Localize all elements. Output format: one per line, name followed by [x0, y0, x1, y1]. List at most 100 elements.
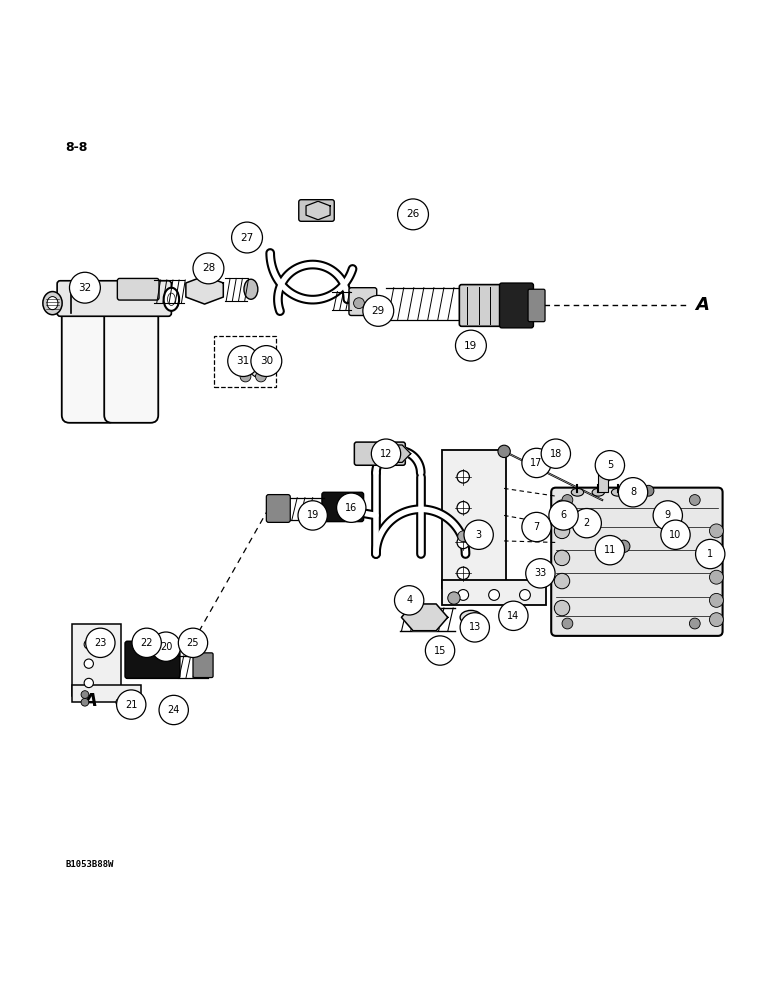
Circle shape — [618, 540, 630, 552]
Circle shape — [228, 346, 259, 376]
Ellipse shape — [244, 279, 258, 299]
Text: 12: 12 — [380, 449, 392, 459]
Circle shape — [499, 601, 528, 630]
Circle shape — [554, 523, 570, 539]
Circle shape — [193, 253, 224, 284]
Polygon shape — [186, 276, 223, 304]
Circle shape — [709, 570, 723, 584]
Ellipse shape — [168, 293, 175, 305]
Circle shape — [464, 520, 493, 549]
FancyBboxPatch shape — [598, 463, 608, 492]
Circle shape — [595, 451, 625, 480]
Text: 7: 7 — [533, 522, 540, 532]
Polygon shape — [377, 445, 411, 462]
FancyBboxPatch shape — [499, 283, 533, 328]
Text: 33: 33 — [534, 568, 547, 578]
Circle shape — [337, 493, 366, 522]
Circle shape — [394, 586, 424, 615]
Circle shape — [354, 298, 364, 309]
Text: 2: 2 — [584, 518, 590, 528]
Polygon shape — [306, 201, 330, 220]
Circle shape — [554, 600, 570, 616]
Circle shape — [526, 559, 555, 588]
Text: 29: 29 — [371, 306, 385, 316]
Text: 1: 1 — [707, 549, 713, 559]
Circle shape — [522, 512, 551, 542]
Circle shape — [84, 678, 93, 688]
Circle shape — [572, 508, 601, 538]
Circle shape — [457, 536, 469, 549]
Circle shape — [535, 522, 546, 533]
Text: 6: 6 — [560, 510, 567, 520]
Polygon shape — [401, 604, 448, 631]
Circle shape — [653, 501, 682, 530]
Circle shape — [116, 698, 124, 706]
Circle shape — [489, 590, 499, 600]
Circle shape — [178, 628, 208, 657]
Text: 19: 19 — [464, 341, 478, 351]
FancyBboxPatch shape — [104, 299, 158, 423]
Circle shape — [661, 520, 690, 549]
Text: 24: 24 — [168, 705, 180, 715]
Circle shape — [498, 445, 510, 458]
Text: 26: 26 — [406, 209, 420, 219]
Text: 11: 11 — [604, 545, 616, 555]
FancyBboxPatch shape — [117, 278, 159, 300]
Circle shape — [87, 635, 98, 646]
Circle shape — [256, 371, 266, 382]
Circle shape — [159, 695, 188, 725]
Circle shape — [371, 439, 401, 468]
Circle shape — [533, 567, 545, 580]
Circle shape — [460, 613, 489, 642]
Circle shape — [709, 547, 723, 561]
Circle shape — [84, 659, 93, 668]
Text: 8-8: 8-8 — [66, 141, 88, 154]
Polygon shape — [239, 353, 270, 376]
Circle shape — [117, 690, 146, 719]
Circle shape — [448, 592, 460, 604]
Text: 16: 16 — [345, 503, 357, 513]
FancyBboxPatch shape — [72, 685, 141, 702]
Circle shape — [554, 550, 570, 566]
Circle shape — [618, 478, 648, 507]
FancyBboxPatch shape — [354, 442, 405, 465]
Text: 17: 17 — [530, 458, 543, 468]
Text: 8: 8 — [630, 487, 636, 497]
Circle shape — [398, 199, 428, 230]
Text: A: A — [83, 692, 97, 710]
Circle shape — [709, 593, 723, 607]
Text: 5: 5 — [607, 460, 613, 470]
Circle shape — [549, 501, 578, 530]
Circle shape — [251, 346, 282, 376]
Circle shape — [151, 632, 181, 661]
Circle shape — [458, 531, 469, 542]
Circle shape — [689, 495, 700, 505]
Circle shape — [86, 628, 115, 657]
Text: 27: 27 — [240, 233, 254, 243]
Ellipse shape — [460, 610, 482, 624]
Circle shape — [84, 640, 93, 649]
Text: 13: 13 — [469, 622, 481, 632]
Ellipse shape — [43, 292, 62, 315]
Ellipse shape — [571, 488, 584, 496]
FancyBboxPatch shape — [72, 624, 121, 696]
FancyBboxPatch shape — [442, 580, 546, 605]
Circle shape — [562, 618, 573, 629]
Circle shape — [457, 567, 469, 580]
Circle shape — [520, 590, 530, 600]
Circle shape — [595, 536, 625, 565]
Text: 28: 28 — [201, 263, 215, 273]
Circle shape — [541, 439, 571, 468]
FancyBboxPatch shape — [442, 450, 506, 588]
Circle shape — [457, 471, 469, 483]
FancyBboxPatch shape — [214, 336, 276, 387]
Circle shape — [554, 500, 570, 515]
Ellipse shape — [633, 488, 645, 496]
Text: 20: 20 — [160, 642, 172, 652]
FancyBboxPatch shape — [299, 200, 334, 221]
Text: 14: 14 — [507, 611, 520, 621]
Text: 23: 23 — [94, 638, 107, 648]
Circle shape — [298, 501, 327, 530]
Text: 19: 19 — [306, 510, 319, 520]
FancyBboxPatch shape — [349, 288, 377, 315]
